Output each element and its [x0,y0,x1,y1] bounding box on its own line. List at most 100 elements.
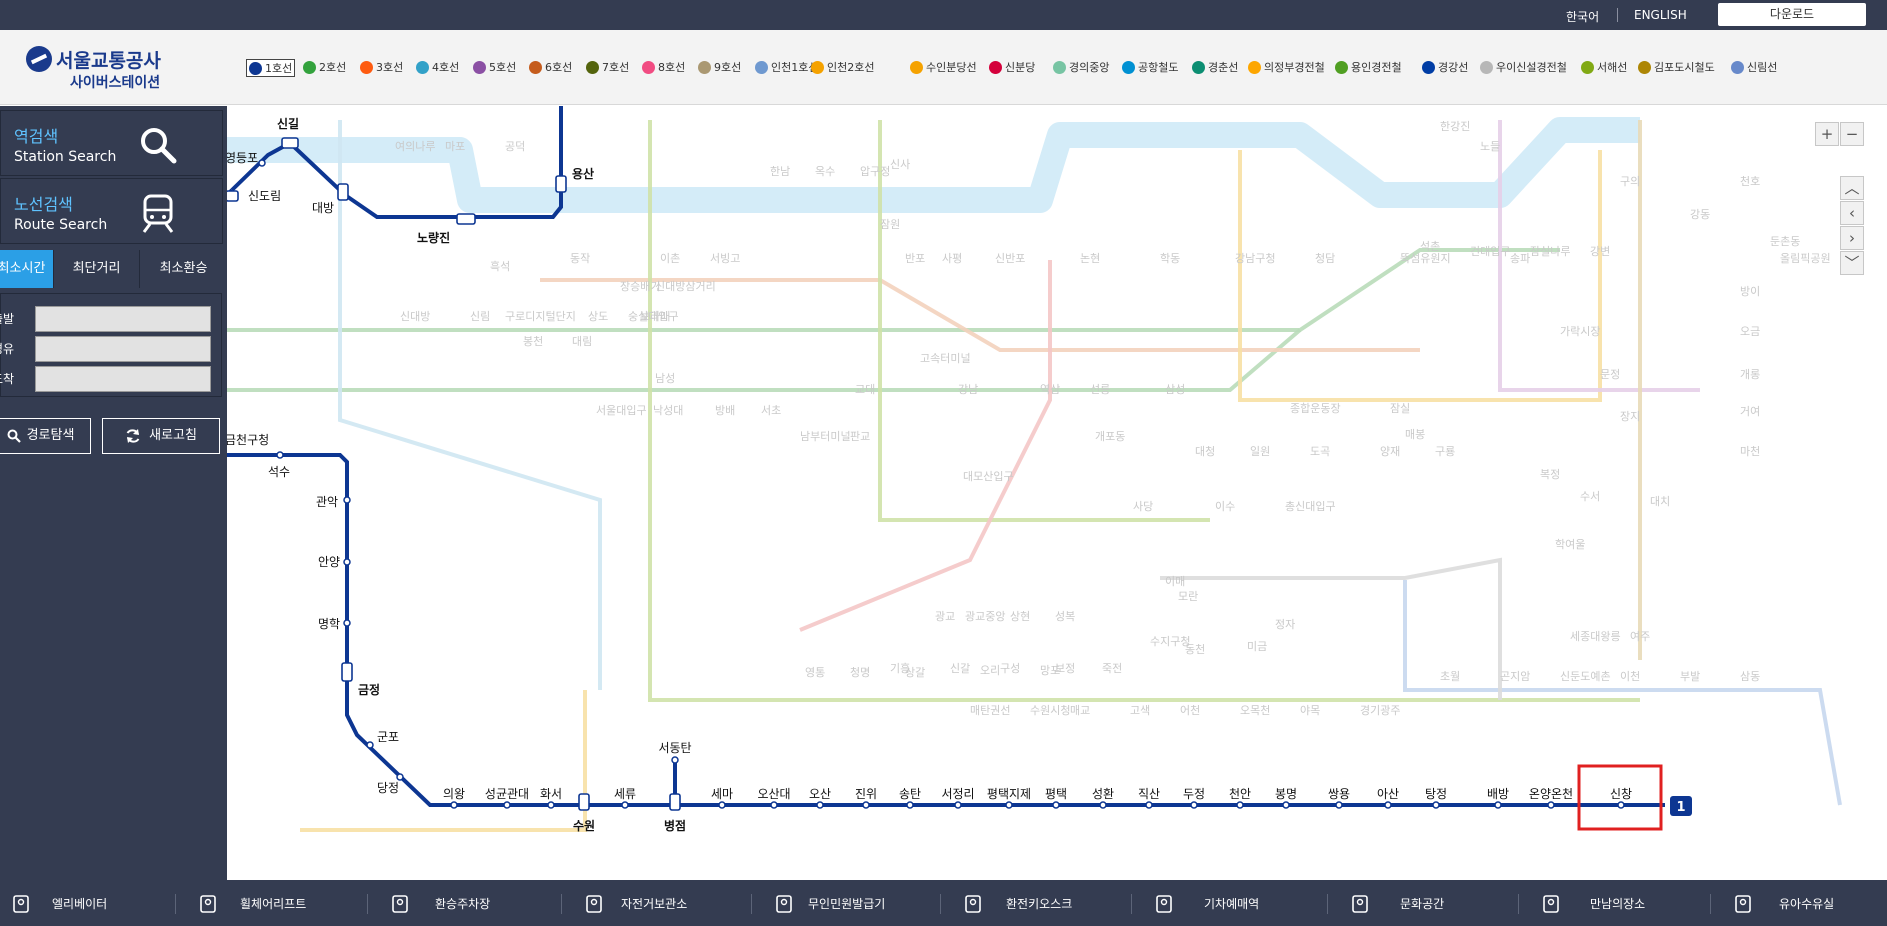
station-marker[interactable] [718,801,726,809]
route-search-button[interactable]: 경로탐색 [0,418,91,454]
station-label[interactable]: 화서 [540,787,562,801]
line-chip-1[interactable]: 1호선 [246,59,296,77]
transfer-station-marker[interactable] [341,662,353,682]
transfer-station-marker[interactable] [578,793,590,811]
station-marker[interactable] [1005,801,1013,809]
station-marker[interactable] [770,801,778,809]
station-label[interactable]: 두정 [1183,787,1205,801]
station-marker[interactable] [1335,801,1343,809]
line-chip-19[interactable]: 경강선 [1422,59,1468,77]
station-marker[interactable] [343,558,351,566]
line-chip-6[interactable]: 6호선 [529,59,572,77]
station-label[interactable]: 송탄 [899,787,921,801]
station-marker[interactable] [1494,801,1502,809]
station-label[interactable]: 서정리 [941,787,974,801]
station-marker[interactable] [547,801,555,809]
station-label[interactable]: 탕정 [1425,787,1447,801]
line-chip-21[interactable]: 서해선 [1581,59,1627,77]
via-input[interactable] [35,336,211,362]
zoom-in-button[interactable]: + [1815,122,1839,146]
station-label[interactable]: 아산 [1377,787,1399,801]
tab-min-time[interactable]: 최소시간 [0,250,54,288]
station-label[interactable]: 신창 [1610,787,1632,801]
station-marker[interactable] [450,801,458,809]
tab-shortest-distance[interactable]: 최단거리 [54,250,140,288]
line-chip-23[interactable]: 신림선 [1731,59,1777,77]
station-marker[interactable] [1547,801,1555,809]
arrival-input[interactable] [35,366,211,392]
station-label[interactable]: 관악 [316,495,338,509]
pan-down-button[interactable]: ﹀ [1840,251,1864,275]
station-label[interactable]: 서동탄 [658,741,691,755]
line-chip-5[interactable]: 5호선 [473,59,516,77]
station-label[interactable]: 성균관대 [485,787,529,801]
station-marker[interactable] [1432,801,1440,809]
line-chip-8[interactable]: 8호선 [642,59,685,77]
facility-meeting-place[interactable]: 만남의장소 [1540,880,1690,926]
line-chip-18[interactable]: 용인경전철 [1335,59,1402,77]
station-marker[interactable] [1052,801,1060,809]
transfer-station-marker[interactable] [281,137,299,149]
facility-kiosk[interactable]: 무인민원발급기 [773,880,908,926]
line-chip-10[interactable]: 인천1호선 [755,59,818,77]
station-marker[interactable] [396,773,404,781]
station-label[interactable]: 봉명 [1275,787,1297,801]
line-chip-9[interactable]: 9호선 [698,59,741,77]
station-label[interactable]: 금천구청 [227,432,269,447]
pan-up-button[interactable]: ︿ [1840,176,1864,200]
line-chip-13[interactable]: 신분당 [989,59,1035,77]
station-label[interactable]: 수원 [573,819,595,833]
line-chip-11[interactable]: 인천2호선 [811,59,874,77]
station-label[interactable]: 의왕 [443,787,465,801]
station-label[interactable]: 쌍용 [1328,787,1350,801]
station-label[interactable]: 직산 [1138,787,1160,801]
station-label[interactable]: 노량진 [417,230,450,245]
station-marker[interactable] [621,801,629,809]
station-label[interactable]: 배방 [1487,787,1509,801]
line-chip-22[interactable]: 김포도시철도 [1638,59,1715,77]
station-marker[interactable] [862,801,870,809]
zoom-out-button[interactable]: − [1840,122,1864,146]
station-label[interactable]: 세류 [614,787,636,801]
station-marker[interactable] [258,159,266,167]
station-marker[interactable] [671,756,679,764]
station-label[interactable]: 석수 [268,465,290,479]
lang-korean-link[interactable]: 한국어 [1566,10,1600,24]
station-marker[interactable] [343,496,351,504]
facility-exchange-kiosk[interactable]: 환전키오스크 [962,880,1106,926]
line-chip-12[interactable]: 수인분당선 [910,59,977,77]
station-marker[interactable] [954,801,962,809]
station-label[interactable]: 성환 [1092,787,1114,801]
download-button[interactable]: 다운로드 [1718,3,1866,26]
station-label[interactable]: 영등포 [227,151,258,165]
station-label[interactable]: 오산 [809,787,831,801]
station-marker[interactable] [816,801,824,809]
facility-train-ticket[interactable]: 기차예매역 [1153,880,1304,926]
station-marker[interactable] [366,741,374,749]
station-label[interactable]: 신도림 [248,189,281,203]
station-marker[interactable] [1384,801,1392,809]
lang-english-link[interactable]: ENGLISH [1634,8,1687,22]
station-label[interactable]: 오산대 [757,787,790,801]
station-search-panel[interactable]: 역검색 Station Search [0,110,223,176]
line1-badge[interactable] [1670,796,1692,816]
line-chip-20[interactable]: 우이신설경전철 [1480,59,1567,77]
facility-transfer-parking[interactable]: 환승주차장 [389,880,535,926]
facility-nursing-room[interactable]: 유아수유실 [1732,880,1879,926]
line-chip-2[interactable]: 2호선 [303,59,346,77]
station-label[interactable]: 평택지제 [987,787,1031,801]
pan-right-button[interactable]: › [1840,226,1864,250]
station-label[interactable]: 용산 [572,166,594,181]
station-label[interactable]: 병점 [664,818,686,833]
station-label[interactable]: 진위 [855,787,877,801]
station-marker[interactable] [343,619,351,627]
station-marker[interactable] [1190,801,1198,809]
line-chip-7[interactable]: 7호선 [586,59,629,77]
station-marker[interactable] [1617,801,1625,809]
station-label[interactable]: 금정 [358,682,380,697]
station-label[interactable]: 신길 [277,116,299,131]
logo[interactable]: 서울교통공사 사이버스테이션 [26,44,176,91]
station-label[interactable]: 당정 [377,781,399,795]
station-label[interactable]: 대방 [312,201,334,215]
